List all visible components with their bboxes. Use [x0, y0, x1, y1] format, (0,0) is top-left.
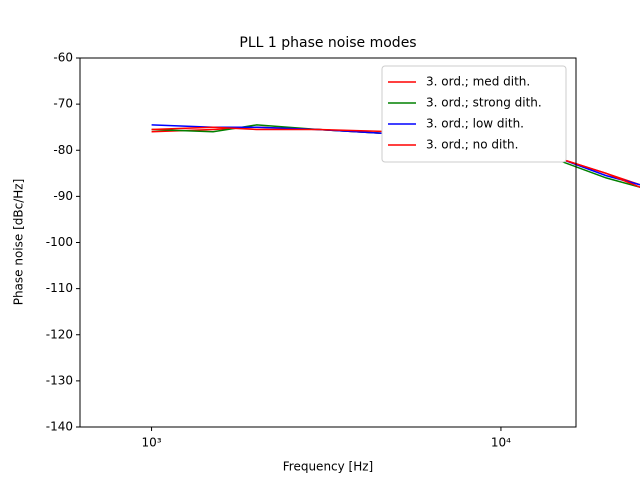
- y-tick-label: -110: [46, 281, 73, 295]
- chart-title: PLL 1 phase noise modes: [239, 35, 416, 51]
- y-tick-label: -70: [53, 97, 73, 111]
- y-tick-label: -80: [53, 143, 73, 157]
- y-axis-label: Phase noise [dBc/Hz]: [12, 179, 26, 306]
- x-tick-label: 10³: [142, 436, 162, 450]
- series-line: [151, 124, 640, 188]
- series-line: [151, 126, 640, 186]
- y-tick-label: -120: [46, 327, 73, 341]
- legend-label: 3. ord.; med dith.: [426, 75, 530, 89]
- y-tick-label: -90: [53, 189, 73, 203]
- series-line: [151, 124, 640, 186]
- plot-frame: [79, 57, 577, 428]
- y-tick-label: -140: [46, 420, 73, 434]
- legend-box: [381, 65, 567, 163]
- x-axis-label: Frequency [Hz]: [283, 460, 374, 474]
- legend-label: 3. ord.; low dith.: [426, 117, 524, 131]
- legend-label: 3. ord.; strong dith.: [426, 96, 542, 110]
- y-tick-label: -100: [46, 235, 73, 249]
- y-tick-label: -130: [46, 373, 73, 387]
- x-tick-label: 10⁴: [491, 436, 511, 450]
- legend-label: 3. ord.; no dith.: [426, 138, 518, 152]
- y-tick-label: -60: [53, 51, 73, 65]
- series-line: [151, 126, 640, 188]
